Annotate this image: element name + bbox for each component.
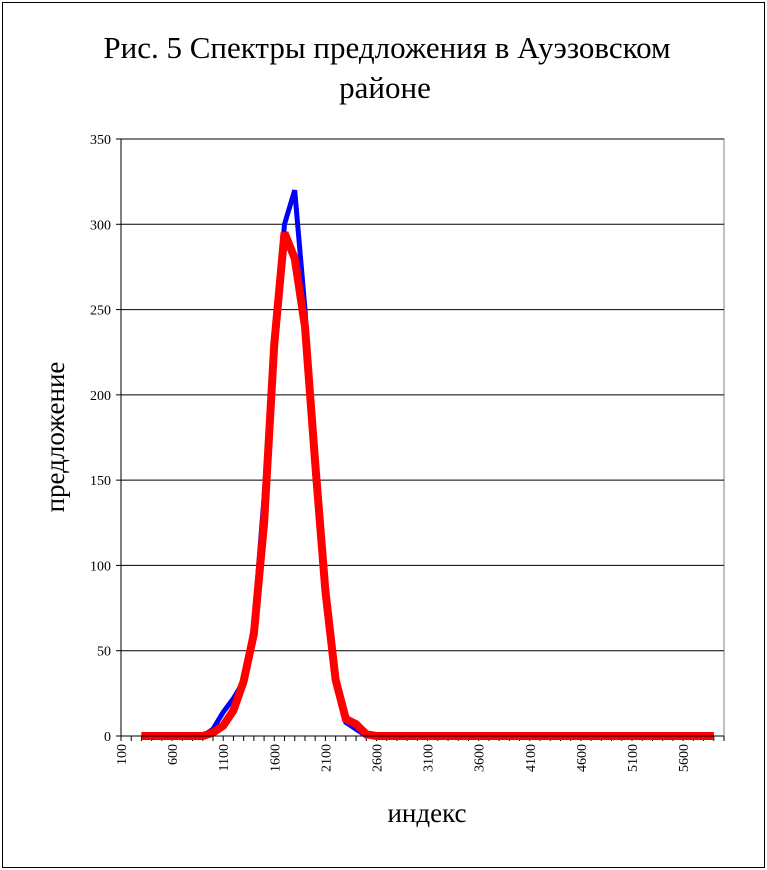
y-tick-label: 100 xyxy=(90,559,111,574)
y-tick-label: 350 xyxy=(90,133,111,148)
x-tick-label: 1600 xyxy=(268,744,283,772)
x-axis-label: индекс xyxy=(387,798,466,828)
y-tick-label: 150 xyxy=(90,474,111,489)
x-tick-label: 4100 xyxy=(524,744,539,772)
y-tick-label: 250 xyxy=(90,304,111,319)
x-tick-label: 100 xyxy=(115,744,130,765)
plot-area xyxy=(120,138,725,737)
x-tick-label: 600 xyxy=(166,744,181,765)
x-tick-label: 5100 xyxy=(626,744,641,772)
x-tick-label: 1100 xyxy=(217,744,232,771)
x-tick-label: 3600 xyxy=(473,744,488,772)
x-tick-label: 5600 xyxy=(677,744,692,772)
x-tick-label: 3100 xyxy=(422,744,437,772)
x-tick-label: 4600 xyxy=(575,744,590,772)
x-tick-label: 2100 xyxy=(319,744,334,772)
chart-title-line2: районе xyxy=(339,70,431,105)
y-tick-label: 300 xyxy=(90,218,111,233)
chart-title-line1: Рис. 5 Спектры предложения в Ауэзовском xyxy=(103,30,670,65)
y-tick-label: 50 xyxy=(97,645,111,660)
y-tick-label: 200 xyxy=(90,389,111,404)
y-tick-label: 0 xyxy=(104,730,111,745)
x-tick-label: 2600 xyxy=(371,744,386,772)
y-axis-label: предложение xyxy=(40,362,70,513)
